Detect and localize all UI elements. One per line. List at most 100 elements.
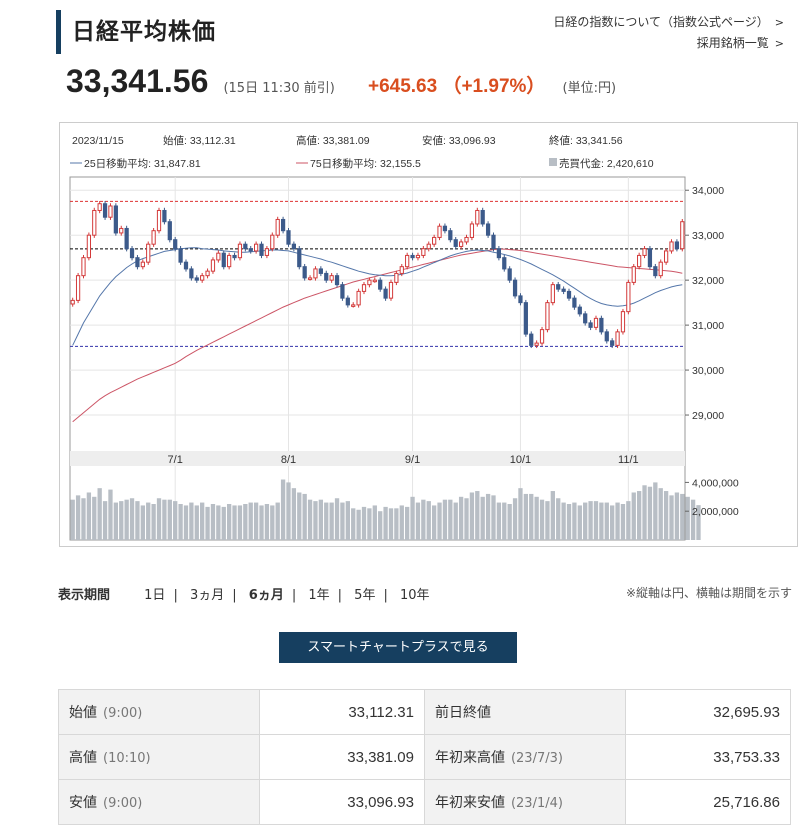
volume-bar (556, 498, 561, 540)
price-tick-label: 32,000 (692, 275, 724, 287)
stat-label: 年初来高値 (23/7/3) (423, 734, 627, 780)
volume-bar (351, 508, 356, 540)
candle-body (286, 230, 291, 245)
period-separator: | (291, 588, 297, 603)
volume-bar (458, 496, 464, 540)
index-info-link[interactable]: 日経の指数について（指数公式ページ） > (553, 12, 784, 33)
period-option-3m[interactable]: 3ヵ月 (189, 588, 225, 603)
volume-bar (615, 502, 620, 540)
index-info-link-label: 日経の指数について（指数公式ページ） (553, 15, 769, 29)
volume-bar (539, 499, 545, 540)
candle-body (507, 268, 512, 281)
volume-bar (156, 498, 162, 540)
volume-bar (361, 506, 367, 540)
stat-label-sub: (9:00) (103, 706, 143, 721)
volume-bar (81, 498, 86, 540)
volume-bar (437, 502, 442, 540)
candle-body (302, 266, 307, 279)
volume-bar (334, 498, 340, 540)
candle-body (372, 279, 377, 283)
period-separator: | (383, 588, 388, 603)
candle-body (421, 248, 426, 256)
candle-body (307, 277, 313, 280)
volume-bar (280, 479, 286, 540)
volume-bar (226, 504, 232, 540)
smart-chart-button[interactable]: スマートチャートプラスで見る (279, 632, 517, 663)
volume-bar (663, 491, 669, 540)
candle-body (545, 302, 550, 331)
volume-tick-label: 2,000,000 (692, 506, 739, 518)
volume-bar (502, 502, 507, 540)
volume-bar (151, 504, 156, 540)
info-low: 安値: 33,096.93 (422, 134, 496, 147)
candle-body (140, 261, 145, 268)
volume-bar (453, 502, 458, 540)
stat-label-text: 高値 (69, 750, 97, 766)
candle-body (243, 243, 248, 250)
candle-body (205, 270, 210, 277)
volume-bar (669, 495, 674, 540)
candle-body (291, 243, 296, 250)
volume-bar (599, 502, 604, 540)
stats-table: 始値 (9:00) 33,112.31 前日終値 32,695.93 高値 (10:… (57, 689, 791, 825)
period-option-5y[interactable]: 5年 (354, 588, 376, 603)
info-open: 始値: 33,112.31 (163, 134, 236, 147)
candle-body (297, 248, 302, 268)
candle-body (512, 279, 518, 297)
volume-bar (329, 502, 334, 540)
date-tick-label: 11/1 (618, 454, 639, 466)
volume-tick-label: 4,000,000 (692, 477, 739, 489)
period-option-1d[interactable]: 1日 (144, 588, 166, 603)
volume-bar (102, 501, 108, 540)
volume-legend-swatch (549, 158, 557, 166)
candle-body (108, 205, 113, 218)
candle-body (642, 248, 647, 256)
candle-body (566, 290, 572, 299)
candle-body (480, 209, 485, 225)
volume-bar (690, 499, 696, 540)
volume-bar (583, 502, 588, 540)
candle-body (426, 243, 431, 250)
candle-body (313, 268, 318, 279)
period-option-6m[interactable]: 6ヵ月 (248, 588, 284, 603)
date-tick-label: 9/1 (405, 454, 420, 466)
volume-bar (388, 508, 394, 540)
info-close: 終値: 33,341.56 (549, 134, 623, 147)
period-separator: | (173, 588, 178, 603)
candle-body (448, 230, 453, 241)
candle-body (86, 234, 91, 259)
volume-bar (237, 505, 243, 540)
candle-body (680, 221, 685, 250)
candle-body (280, 218, 286, 232)
candle-body (383, 288, 388, 299)
volume-bar (518, 488, 523, 540)
candle-body (593, 317, 599, 328)
volume-bar (491, 495, 496, 540)
candle-body (669, 241, 674, 252)
candle-body (135, 257, 140, 268)
candle-body (610, 340, 615, 346)
stat-label: 前日終値 (423, 689, 627, 735)
date-tick-label: 8/1 (281, 454, 296, 466)
constituents-link[interactable]: 採用銘柄一覧 > (553, 33, 784, 54)
candle-body (572, 297, 577, 308)
price-unit: (単位:円) (562, 81, 617, 96)
candle-body (162, 209, 167, 223)
candle-body (469, 223, 475, 238)
volume-bar (75, 495, 81, 540)
candle-body (183, 261, 189, 270)
candle-body (173, 239, 178, 250)
candle-body (491, 234, 496, 250)
volume-bar (108, 489, 113, 540)
stat-label: 安値 (9:00) (57, 779, 261, 825)
volume-bar (593, 501, 599, 540)
price-tick-label: 29,000 (692, 410, 724, 422)
volume-bar (372, 505, 377, 540)
volume-bar (286, 482, 291, 540)
volume-bar (577, 505, 582, 540)
period-option-1y[interactable]: 1年 (308, 588, 330, 603)
period-option-10y[interactable]: 10年 (399, 588, 430, 603)
price-tick-label: 31,000 (692, 320, 724, 332)
volume-bar (210, 504, 216, 540)
price-row: 33,341.56 (15日 11:30 前引) +645.63 （+1.97%… (66, 63, 616, 103)
